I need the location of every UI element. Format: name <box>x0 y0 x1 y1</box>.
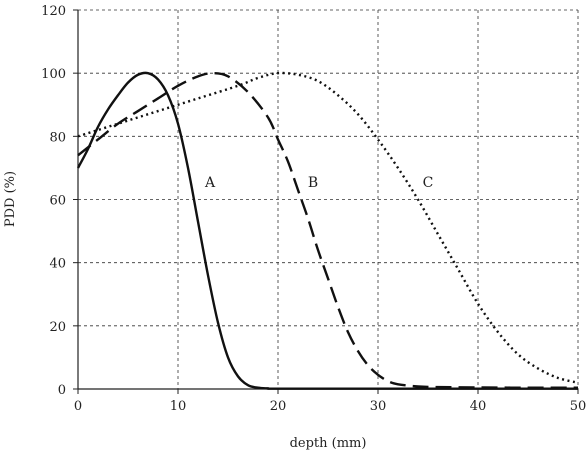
x-tick-label-5: 50 <box>570 399 587 414</box>
y-tick-label-4: 80 <box>49 130 66 145</box>
x-axis-label: depth (mm) <box>290 436 367 451</box>
y-tick-label-3: 60 <box>49 194 66 209</box>
x-tick-label-2: 20 <box>270 399 287 414</box>
series-b-label: B <box>308 175 318 191</box>
series-a-label: A <box>204 175 216 191</box>
series-c-label: C <box>423 175 434 191</box>
grid <box>78 9 579 389</box>
series-b-line <box>77 71 579 389</box>
x-tick-label-0: 0 <box>74 399 82 414</box>
y-tick-label-2: 40 <box>49 257 66 272</box>
y-axis-label: PDD (%) <box>3 171 18 227</box>
curves <box>76 71 579 390</box>
series-labels: A B C <box>204 175 433 191</box>
y-tick-label-5: 100 <box>41 67 66 82</box>
x-tick-label-3: 30 <box>370 399 387 414</box>
y-tick-label-6: 120 <box>41 4 66 19</box>
ticks: 0 10 20 30 40 50 0 20 40 60 80 100 120 <box>41 4 586 414</box>
series-c-line <box>77 71 579 384</box>
y-tick-label-0: 0 <box>58 383 66 398</box>
x-tick-label-4: 40 <box>470 399 487 414</box>
y-tick-label-1: 20 <box>49 320 66 335</box>
series-a-line <box>76 71 578 390</box>
x-tick-label-1: 10 <box>170 399 187 414</box>
